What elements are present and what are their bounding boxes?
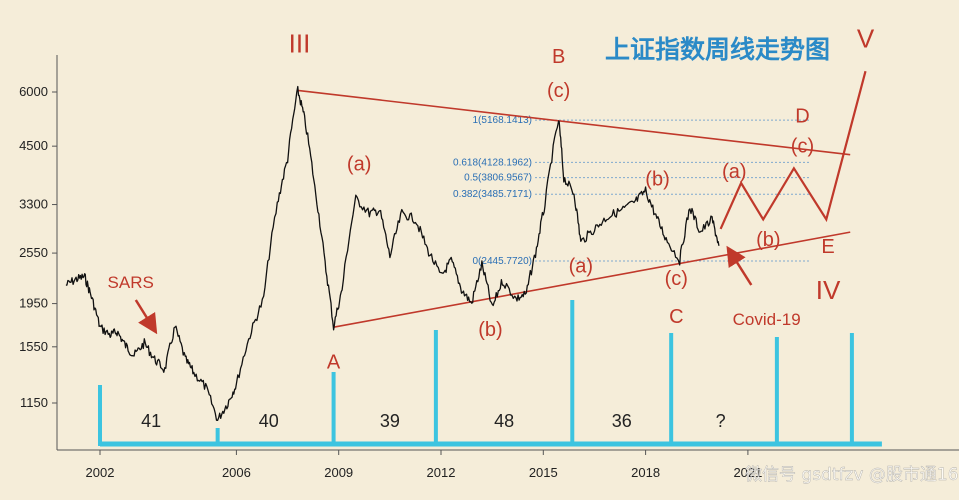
wave-label: III [289,29,311,59]
x-tick-label: 2012 [427,465,456,480]
x-tick-label: 2015 [529,465,558,480]
y-tick-label: 1950 [19,296,48,311]
wave-label: (b) [478,319,502,341]
index-price-series [65,85,720,422]
y-tick-label: 6000 [19,84,48,99]
chart-title: 上证指数周线走势图 [605,35,830,64]
cycle-bars: 41 40 39 48 36? [98,300,882,447]
wave-label: V [857,23,875,53]
projected-wave-path [719,70,867,230]
cycle-length-label: ? [716,411,726,431]
event-annotation: SARS [108,273,154,292]
upper-trendline [297,89,851,156]
x-tick-label: 2002 [86,465,115,480]
y-tick-label: 3300 [19,197,48,212]
x-tick-label: 2018 [631,465,660,480]
cycle-length-label: 39 [380,411,400,431]
watermark: 微信号 gsdtfzv @股市通1688 [745,465,959,485]
x-tick-label: 2021 [733,465,762,480]
wave-label: (b) [645,169,669,191]
fibonacci-levels: 1(5168.1413) 0.618(4128.1962) 0.5(3806.956… [453,115,810,267]
wave-label: IV [816,275,841,305]
fib-level-label: 0(2445.7720) [473,256,533,267]
fib-level-label: 1(5168.1413) [473,115,533,126]
cycle-length-label: 36 [612,411,632,431]
lower-trendline [333,231,851,329]
wave-label: (c) [791,136,814,158]
fib-level-label: 0.618(4128.1962) [453,157,532,168]
cycle-length-label: 41 [141,411,161,431]
wave-label: (b) [756,229,780,251]
y-tick-label: 1550 [19,339,48,354]
y-tick-label: 4500 [19,138,48,153]
x-tick-label: 2006 [222,465,251,480]
wave-label: (c) [547,80,570,102]
event-annotations: SARS Covid-19 [108,245,801,335]
wave-label: C [669,306,683,328]
x-tick-labels: 2002 2006 2009 2012 2015 2018 2021 [86,450,762,480]
wave-labels: III A (a) (b) B (c) (a) (b) (c) C (a) (b) D (c) E IV V [289,23,875,373]
y-tick-label: 1150 [20,395,48,410]
cycle-length-label: 48 [494,411,514,431]
wave-label: B [552,46,565,68]
wave-label: A [327,352,341,374]
covid-arrow [726,245,753,286]
projected-wave-line [719,70,867,230]
x-tick-label: 2009 [324,465,353,480]
y-tick-labels: 1150 1550 1950 2550 3300 4500 6000 [19,84,57,410]
wave-label: D [795,106,809,128]
wave-label: (a) [569,256,593,278]
index-price-line [65,85,720,422]
event-annotation: Covid-19 [733,310,801,329]
wave-label: (a) [347,154,371,176]
wave-label: E [821,236,834,258]
cycle-length-label: 40 [259,411,279,431]
sars-arrow [134,299,158,335]
triangle-trendlines [297,89,851,329]
fib-level-label: 0.382(3485.7171) [453,189,532,200]
y-tick-label: 2550 [19,245,48,260]
fib-level-label: 0.5(3806.9567) [464,173,532,184]
wave-label: (a) [722,161,746,183]
wave-label: (c) [665,268,688,290]
